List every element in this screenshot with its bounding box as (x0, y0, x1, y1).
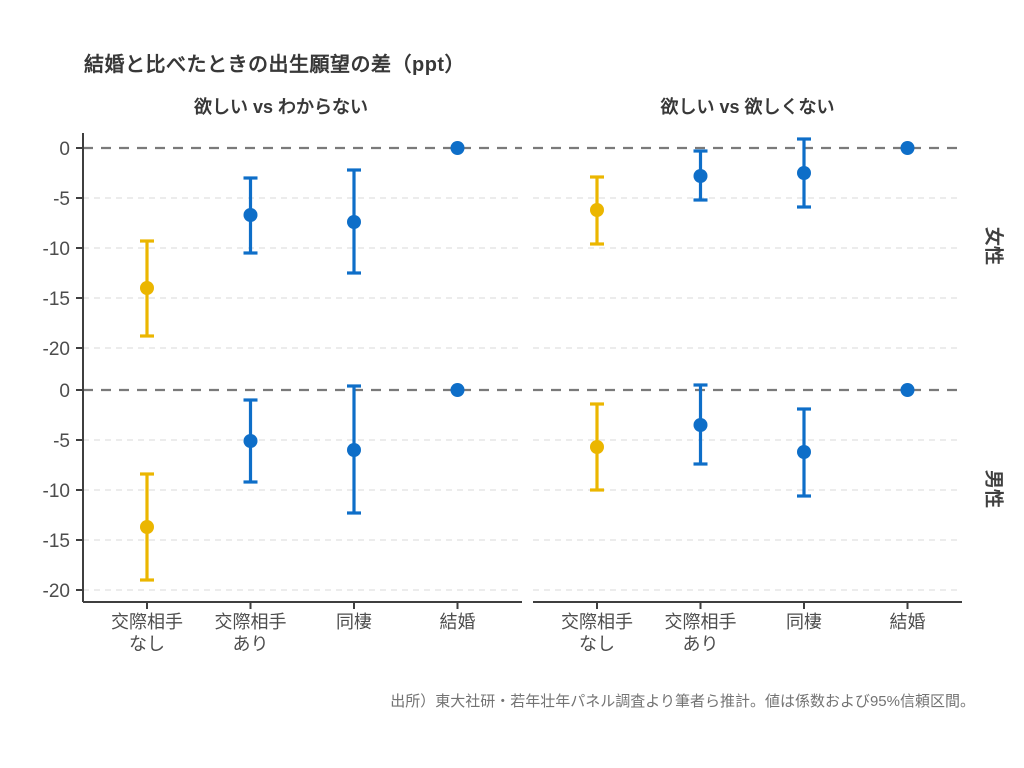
point-estimate (450, 383, 465, 397)
x-category-label: 交際相手 (561, 612, 633, 632)
y-tick-label: -20 (43, 339, 70, 360)
point-estimate (140, 281, 154, 295)
y-tick-label: -15 (43, 531, 70, 552)
point-estimate (693, 169, 708, 183)
point-estimate (243, 434, 258, 448)
point-estimate (693, 418, 708, 432)
point-estimate (590, 203, 604, 217)
source-note: 出所）東大社研・若年壮年パネル調査より筆者ら推計。値は係数および95%信頼区間。 (390, 693, 975, 710)
y-tick-label: 0 (59, 139, 70, 160)
point-estimate (243, 208, 258, 222)
x-category-label: なし (129, 634, 165, 654)
y-tick-label: 0 (59, 381, 70, 402)
point-estimate (347, 443, 361, 457)
x-category-label: あり (683, 634, 719, 654)
row-facet-label-women: 女性 (982, 226, 1004, 266)
x-category-label: 交際相手 (215, 612, 287, 632)
point-estimate (140, 520, 154, 534)
y-tick-label: -10 (43, 481, 70, 502)
point-estimate (797, 166, 811, 180)
y-tick-label: -15 (43, 289, 70, 310)
x-category-label: 結婚 (890, 612, 926, 632)
y-tick-label: -20 (43, 581, 70, 602)
point-estimate (590, 440, 604, 454)
panel-r0-c1 (533, 137, 962, 349)
x-category-label: 結婚 (440, 612, 476, 632)
chart-title: 結婚と比べたときの出生願望の差（ppt） (84, 54, 466, 76)
x-category-label: 同棲 (786, 612, 822, 632)
row-facet-label-men: 男性 (982, 469, 1004, 509)
point-estimate (900, 383, 915, 397)
x-category-label: 交際相手 (111, 612, 183, 632)
y-tick-label: -10 (43, 239, 70, 260)
point-estimate (900, 141, 915, 155)
facet-title-want-vs-unsure: 欲しい vs わからない (193, 97, 369, 117)
panel-r0-c0: 0 -5 -10 -15 -20 (43, 139, 522, 360)
point-estimate (450, 141, 465, 155)
y-tick-label: -5 (53, 189, 70, 210)
facet-title-want-vs-notwant: 欲しい vs 欲しくない (660, 97, 835, 117)
x-category-label: 交際相手 (665, 612, 737, 632)
y-tick-label: -5 (53, 431, 70, 452)
x-category-label: 同棲 (336, 612, 372, 632)
point-estimate (347, 215, 361, 229)
point-estimate (797, 445, 811, 459)
x-category-label: なし (579, 634, 615, 654)
x-category-label: あり (233, 634, 269, 654)
